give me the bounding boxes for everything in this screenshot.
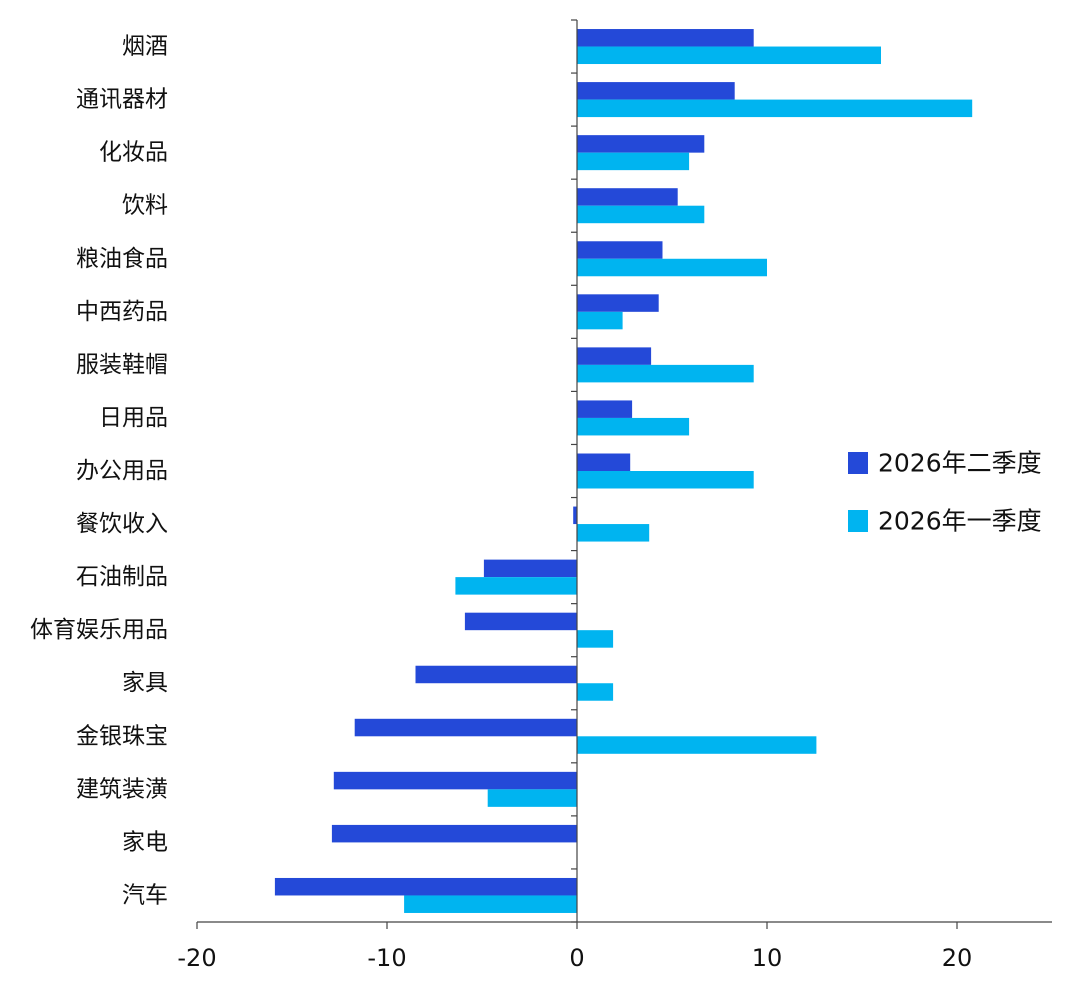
category-label: 烟酒 bbox=[122, 34, 168, 60]
category-label: 家电 bbox=[122, 829, 168, 855]
bar-q1-13 bbox=[577, 736, 817, 754]
category-label: 汽车 bbox=[122, 882, 168, 908]
bar-q2-16 bbox=[274, 877, 577, 896]
bar-q1-1 bbox=[577, 99, 973, 118]
category-label: 服装鞋帽 bbox=[76, 352, 168, 378]
bar-q2-7 bbox=[577, 400, 633, 418]
axes bbox=[197, 19, 1052, 923]
category-label: 粮油食品 bbox=[76, 246, 168, 272]
bar-q1-2 bbox=[577, 152, 690, 171]
category-label: 家具 bbox=[122, 670, 168, 696]
bar-q1-4 bbox=[577, 258, 767, 277]
bar-q1-10 bbox=[455, 577, 577, 595]
category-label: 体育娱乐用品 bbox=[30, 617, 168, 643]
category-label: 餐饮收入 bbox=[76, 511, 168, 537]
x-tick-label: -10 bbox=[367, 944, 406, 972]
bar-q2-4 bbox=[577, 241, 663, 259]
bar-q2-9 bbox=[573, 506, 577, 525]
bar-q2-11 bbox=[464, 612, 577, 631]
category-label: 建筑装潢 bbox=[76, 776, 168, 802]
x-ticks: -20 -10 0 10 20 bbox=[177, 922, 972, 972]
bar-q2-12 bbox=[415, 665, 577, 684]
bar-q1-7 bbox=[577, 417, 690, 436]
x-tick-label: 0 bbox=[569, 944, 584, 972]
legend-swatch-q2 bbox=[848, 452, 868, 474]
bar-q2-5 bbox=[577, 294, 659, 312]
bar-q2-1 bbox=[577, 82, 735, 100]
category-label: 通讯器材 bbox=[76, 87, 168, 113]
bar-q1-6 bbox=[577, 364, 754, 383]
bar-q1-16 bbox=[404, 895, 577, 913]
category-labels: 烟酒通讯器材化妆品饮料粮油食品中西药品服装鞋帽日用品办公用品餐饮收入石油制品体育… bbox=[30, 34, 168, 909]
bar-q2-8 bbox=[577, 453, 631, 471]
bar-q1-3 bbox=[577, 205, 705, 224]
category-label: 日用品 bbox=[99, 405, 168, 431]
bar-q2-2 bbox=[577, 135, 705, 153]
bar-q1-5 bbox=[577, 311, 623, 330]
x-tick-label: 20 bbox=[942, 944, 973, 972]
bar-q2-15 bbox=[331, 824, 577, 843]
bar-q1-14 bbox=[487, 789, 577, 807]
bar-q1-12 bbox=[577, 683, 614, 701]
bar-q2-3 bbox=[577, 188, 678, 206]
category-label: 化妆品 bbox=[99, 140, 168, 166]
bar-q2-0 bbox=[577, 29, 754, 47]
x-tick-label: -20 bbox=[177, 944, 216, 972]
bar-q1-8 bbox=[577, 471, 754, 489]
category-label: 中西药品 bbox=[76, 299, 168, 325]
bar-q2-10 bbox=[483, 559, 577, 578]
legend: 2026年二季度 2026年一季度 bbox=[848, 449, 1042, 536]
legend-swatch-q1 bbox=[848, 510, 868, 532]
bar-q1-11 bbox=[577, 630, 614, 648]
bar-q1-9 bbox=[577, 524, 650, 542]
legend-label-q1: 2026年一季度 bbox=[878, 507, 1042, 536]
category-label: 办公用品 bbox=[76, 458, 168, 484]
bar-q2-14 bbox=[333, 771, 577, 790]
bar-q2-13 bbox=[354, 718, 577, 737]
category-label: 饮料 bbox=[122, 193, 168, 219]
bar-q2-6 bbox=[577, 347, 652, 365]
legend-label-q2: 2026年二季度 bbox=[878, 449, 1042, 478]
category-label: 石油制品 bbox=[76, 564, 168, 590]
category-label: 金银珠宝 bbox=[76, 723, 168, 749]
x-tick-label: 10 bbox=[752, 944, 783, 972]
bars-group bbox=[274, 29, 973, 913]
bar-q1-0 bbox=[577, 46, 881, 65]
